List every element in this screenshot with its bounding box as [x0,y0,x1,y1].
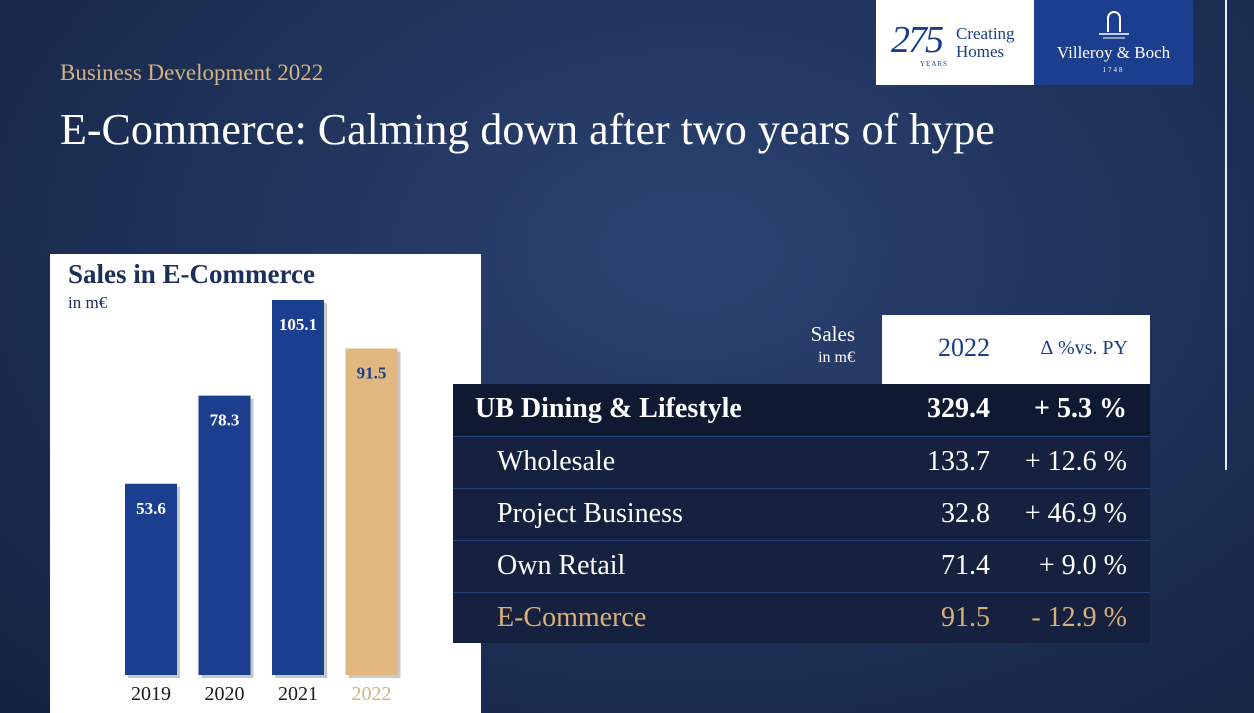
chart-unit: in m€ [68,293,108,312]
table-header-sales: Sales in m€ [760,323,855,369]
anniversary-logo: 275 YEARS Creating Homes [876,0,1034,85]
page-title: E-Commerce: Calming down after two years… [60,105,995,154]
bar-2019 [125,483,177,675]
x-tick-label: 2019 [131,683,171,705]
x-tick-label: 2021 [278,683,318,705]
table-row: Own Retail 71.4 + 9.0 % [453,540,1150,592]
row-change: - 12.9 % [1031,602,1127,633]
table-row: Wholesale 133.7 + 12.6 % [453,436,1150,488]
data-label: 78.3 [210,411,240,430]
x-tick-label: 2022 [352,683,392,705]
row-change: + 46.9 % [1024,498,1127,529]
table-header-unit: in m€ [818,349,855,366]
bar-chart: 53.6 2019 78.3 2020 105.1 2021 91.5 2022 [125,300,401,705]
anniversary-tagline: Creating Homes [956,24,1015,61]
anniversary-years: YEARS [920,60,948,68]
table-header: 2022 ∆ %vs. PY [882,315,1150,384]
row-change: + 5.3 % [1034,393,1127,424]
brand-name: Villeroy & Boch [1056,43,1171,62]
row-value: 32.8 [941,498,990,529]
row-label: Wholesale [497,446,616,477]
bar-2021 [272,300,324,675]
table-header-sales-label: Sales [810,322,855,346]
chart-panel: 53.6 2019 78.3 2020 105.1 2021 91.5 2022 Sales … [50,254,481,713]
bar-2022 [345,348,398,675]
divider-line [1225,0,1227,470]
row-value: 329.4 [927,393,990,424]
data-label: 91.5 [357,364,387,383]
row-label: UB Dining & Lifestyle [475,393,742,424]
brand-founded: 1748 [1102,66,1125,74]
table-row: UB Dining & Lifestyle 329.4 + 5.3 % [453,384,1150,435]
row-value: 71.4 [941,550,990,581]
brand-arch-icon [1099,11,1129,39]
table-header-year: 2022 [938,333,990,362]
data-label: 53.6 [136,499,166,518]
table-row: E-Commerce 91.5 - 12.9 % [453,592,1150,644]
x-tick-label: 2020 [205,683,245,705]
row-label: Project Business [497,498,683,529]
sales-table: UB Dining & Lifestyle 329.4 + 5.3 % Wholesa… [453,384,1150,643]
bar-2020 [198,395,251,675]
table-header-delta: ∆ %vs. PY [1040,337,1128,359]
data-label: 105.1 [279,315,317,334]
row-value: 91.5 [941,602,990,633]
brand-logo: Villeroy & Boch 1748 [1034,0,1193,85]
row-value: 133.7 [927,446,990,477]
anniversary-number: 275 [891,19,944,61]
row-label: E-Commerce [497,602,647,633]
row-label: Own Retail [497,550,626,581]
chart-title: Sales in E-Commerce [68,259,315,289]
logo: 275 YEARS Creating Homes Villeroy & Boch… [876,0,1193,85]
row-change: + 12.6 % [1024,446,1127,477]
table-row: Project Business 32.8 + 46.9 % [453,488,1150,540]
subtitle: Business Development 2022 [60,60,324,85]
row-change: + 9.0 % [1038,550,1127,581]
